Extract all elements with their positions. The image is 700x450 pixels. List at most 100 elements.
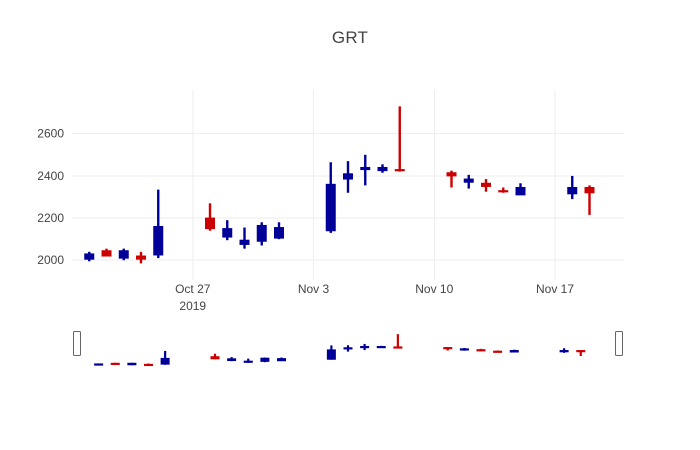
- candle-body: [343, 347, 353, 350]
- candle-2019-10-25[interactable]: [153, 189, 164, 259]
- rs-candle-2019-11-19: [576, 350, 586, 357]
- candle-body: [498, 190, 509, 193]
- candle-2019-11-11[interactable]: [446, 170, 457, 188]
- rangeslider-right-handle[interactable]: [615, 331, 623, 356]
- rs-candle-2019-11-07: [376, 345, 386, 349]
- candle-body: [515, 187, 526, 196]
- candle-body: [84, 253, 95, 260]
- candle-2019-10-31[interactable]: [256, 222, 267, 246]
- y-tick-label: 2400: [37, 169, 64, 183]
- candle-body: [443, 347, 453, 350]
- candle-body: [559, 350, 569, 353]
- rs-candle-2019-10-22: [110, 362, 120, 365]
- rs-candle-2019-10-31: [260, 357, 270, 363]
- rs-candle-2019-10-29: [227, 357, 237, 362]
- rs-candle-2019-10-30: [243, 358, 253, 363]
- candle-body: [376, 345, 386, 349]
- candle-body: [210, 356, 220, 360]
- x-tick-label: Oct 27: [175, 282, 211, 296]
- candle-body: [205, 217, 215, 230]
- candle-body: [160, 357, 170, 365]
- candle-body: [260, 357, 270, 362]
- x-tick-label: Nov 3: [298, 282, 330, 296]
- candle-body: [118, 250, 129, 259]
- candle-body: [476, 349, 486, 352]
- candle-body: [326, 349, 336, 360]
- candle-body: [459, 348, 469, 351]
- candle-body: [576, 350, 586, 353]
- candle-2019-10-23[interactable]: [118, 248, 129, 261]
- rangeslider[interactable]: [72, 325, 624, 377]
- rs-candle-2019-10-23: [127, 362, 137, 366]
- y-tick-label: 2200: [37, 211, 64, 225]
- x-tick-label: Nov 10: [415, 282, 453, 296]
- candle-body: [110, 362, 120, 365]
- rs-candle-2019-11-06: [360, 343, 370, 351]
- rangeslider-left-handle[interactable]: [73, 331, 81, 356]
- rs-candle-2019-11-13: [476, 348, 486, 352]
- candle-body: [277, 358, 286, 362]
- candle-2019-10-30[interactable]: [239, 227, 250, 249]
- candle-2019-11-06[interactable]: [360, 154, 371, 186]
- y-tick-label: 2600: [37, 127, 64, 141]
- candle-2019-10-24[interactable]: [136, 251, 146, 264]
- rs-candle-2019-11-04: [326, 345, 336, 360]
- candle-body: [153, 226, 164, 256]
- candle-2019-10-21[interactable]: [84, 251, 95, 262]
- x-tick-sublabel: 2019: [179, 299, 206, 313]
- candle-body: [446, 172, 457, 177]
- candle-body: [343, 173, 353, 180]
- candle-body: [222, 228, 233, 238]
- candle-2019-11-15[interactable]: [515, 183, 526, 196]
- candle-2019-11-18[interactable]: [567, 175, 578, 200]
- rs-candle-2019-11-12: [459, 347, 469, 351]
- rs-candle-2019-10-28: [210, 353, 220, 360]
- candle-body: [463, 178, 474, 183]
- rs-candle-2019-11-05: [343, 345, 353, 352]
- candle-body: [239, 239, 250, 245]
- candle-body: [144, 363, 153, 367]
- candle-2019-11-08[interactable]: [394, 106, 405, 172]
- candle-2019-11-05[interactable]: [343, 161, 353, 193]
- candle-2019-11-13[interactable]: [481, 179, 491, 192]
- candlestick-series[interactable]: [84, 106, 595, 264]
- candle-2019-10-28[interactable]: [205, 203, 215, 231]
- candle-body: [509, 350, 519, 353]
- rs-candle-2019-11-14: [493, 350, 503, 353]
- candle-body: [584, 187, 595, 194]
- y-tick-label: 2000: [37, 253, 64, 267]
- rs-candle-2019-10-25: [160, 350, 170, 365]
- x-axis-ticks: Oct 27 2019 Nov 3 Nov 10 Nov 17: [175, 282, 574, 313]
- candle-body: [493, 350, 503, 353]
- candle-2019-11-01[interactable]: [274, 222, 284, 240]
- candle-2019-11-14[interactable]: [498, 187, 509, 193]
- rangeslider-series: [94, 334, 586, 367]
- candle-body: [360, 345, 370, 349]
- x-gridlines: [192, 90, 556, 280]
- candle-body: [227, 358, 237, 362]
- rs-candle-2019-11-01: [277, 357, 286, 362]
- candle-2019-10-29[interactable]: [222, 220, 233, 241]
- candle-body: [567, 187, 578, 195]
- candle-2019-11-12[interactable]: [463, 174, 474, 189]
- candle-body: [377, 166, 388, 172]
- rs-candle-2019-11-18: [559, 348, 569, 353]
- rs-candle-2019-10-24: [144, 363, 153, 367]
- candle-body: [481, 182, 491, 187]
- candle-body: [94, 363, 104, 366]
- candle-body: [393, 346, 403, 349]
- rs-candle-2019-11-15: [509, 349, 519, 353]
- chart-title: GRT: [331, 28, 369, 47]
- rs-candle-2019-11-08: [393, 334, 403, 349]
- candle-2019-11-07[interactable]: [377, 164, 388, 173]
- candle-2019-10-22[interactable]: [101, 248, 112, 257]
- candle-body: [243, 360, 253, 363]
- candle-2019-11-04[interactable]: [325, 162, 336, 233]
- rs-candle-2019-11-11: [443, 347, 453, 351]
- candle-2019-11-19[interactable]: [584, 185, 595, 215]
- candle-body: [274, 227, 284, 239]
- candle-body: [127, 362, 137, 366]
- x-tick-label: Nov 17: [536, 282, 574, 296]
- y-axis-ticks: 2000 2200 2400 2600: [37, 127, 64, 268]
